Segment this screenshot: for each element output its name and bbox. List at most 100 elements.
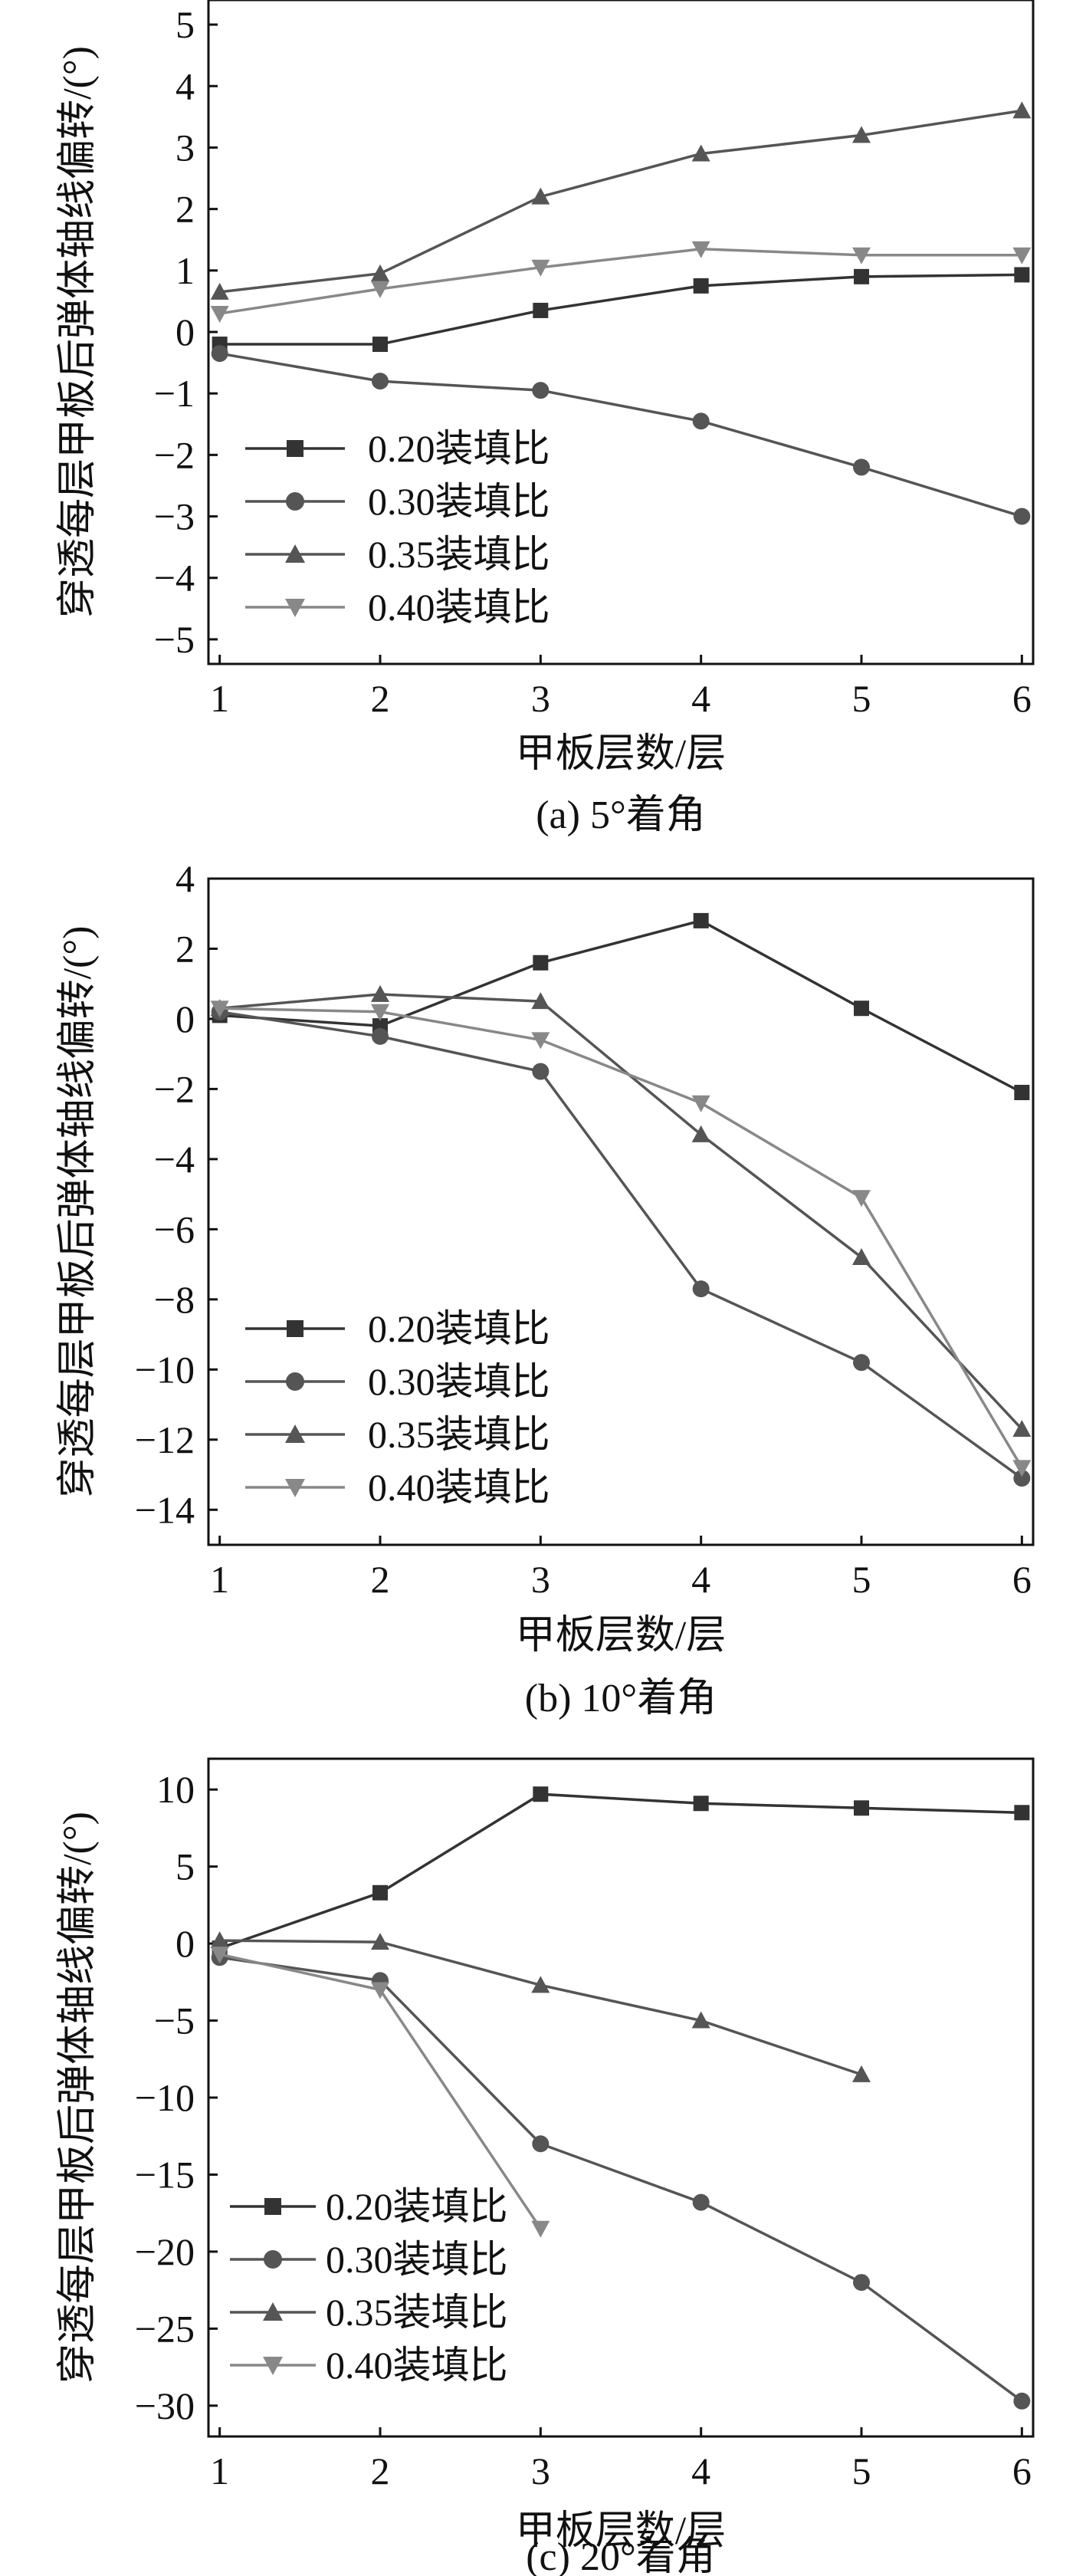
data-point <box>854 268 870 284</box>
x-tick-label: 1 <box>210 1558 229 1601</box>
data-point <box>210 1931 229 1949</box>
panel-caption: (a) 5°着角 <box>536 794 706 837</box>
chart-panel-1: −5 −4 −3 −2 −1 0 1 2 3 4 5 1 2 3 4 5 6 甲板层数/层 穿透每层甲板后弹体轴线偏… <box>56 0 1035 837</box>
series-line <box>219 1007 1023 1469</box>
series-circle <box>211 1003 1031 1487</box>
y-tick-label: 0 <box>176 997 195 1040</box>
plot-frame <box>207 0 1035 665</box>
data-point <box>533 955 549 971</box>
y-tick-label: 4 <box>176 64 195 107</box>
legend-entry: 0.35装填比 <box>245 533 550 576</box>
y-axis-title: 穿透每层甲板后弹体轴线偏转/(°) <box>56 46 100 618</box>
x-tick-label: 6 <box>1012 677 1032 720</box>
data-point <box>371 1027 389 1045</box>
series-line <box>219 919 1023 1094</box>
series-circle <box>211 1949 1031 2410</box>
x-tick-label: 3 <box>531 2450 550 2492</box>
data-point <box>692 1280 710 1298</box>
data-point <box>531 187 550 205</box>
legend-label: 0.20装填比 <box>368 1307 550 1350</box>
data-point <box>852 1247 871 1265</box>
y-tick-label: 2 <box>176 927 195 970</box>
y-tick-label: −10 <box>135 1348 195 1391</box>
legend-entry: 0.35装填比 <box>245 1413 550 1456</box>
data-point <box>692 412 710 430</box>
y-tick-label: −2 <box>154 1067 195 1110</box>
legend-entry: 0.35装填比 <box>230 2291 508 2334</box>
data-point <box>370 984 389 1002</box>
data-point <box>1014 267 1030 283</box>
x-tick-label: 2 <box>370 1558 389 1601</box>
legend-label: 0.30装填比 <box>368 1360 550 1403</box>
legend-marker <box>286 492 304 511</box>
x-tick-label: 2 <box>370 2450 389 2492</box>
legend-marker <box>263 2357 283 2375</box>
series-line <box>219 1956 1023 2403</box>
data-point <box>691 1095 710 1112</box>
data-point <box>533 1786 549 1802</box>
data-point <box>852 126 871 143</box>
x-tick-label: 6 <box>1012 2450 1032 2492</box>
data-point <box>210 1001 229 1018</box>
panel-caption: (b) 10°着角 <box>525 1677 717 1720</box>
series-square <box>212 267 1030 353</box>
legend-entry: 0.40装填比 <box>245 586 550 629</box>
x-tick-label: 1 <box>210 677 229 720</box>
y-tick-label: −6 <box>154 1208 195 1250</box>
chart-panel-2: −14 −12 −10 −8 −6 −4 −2 0 2 4 1 2 3 4 5 6 甲板层数/层 穿透每层甲板后弹… <box>56 857 1035 1720</box>
data-point <box>693 912 709 928</box>
legend-marker <box>285 1424 305 1443</box>
legend-entry: 0.20装填比 <box>245 427 550 470</box>
y-tick-label: 0 <box>176 310 195 353</box>
y-tick-label: −4 <box>154 1138 195 1181</box>
data-point <box>691 144 710 162</box>
data-point <box>852 1190 871 1208</box>
data-point <box>1012 101 1032 119</box>
data-point <box>1013 2392 1031 2410</box>
data-point <box>531 259 550 277</box>
series-triangle-up <box>210 101 1032 300</box>
y-tick-label: 0 <box>176 1922 195 1965</box>
data-point <box>693 1796 709 1812</box>
data-point <box>854 1800 870 1816</box>
x-tick-label: 5 <box>852 677 871 720</box>
legend-entry: 0.20装填比 <box>230 2185 508 2228</box>
data-point <box>211 345 228 363</box>
legend-label: 0.35装填比 <box>368 533 550 576</box>
y-tick-label: 5 <box>176 1845 195 1888</box>
x-tick-label: 1 <box>210 2450 229 2492</box>
chart-panel-3: −30 −25 −20 −15 −10 −5 0 5 10 1 2 3 4 5 6 甲板层数/层 穿透每层甲板后… <box>56 1757 1035 2576</box>
legend-label: 0.20装填比 <box>368 427 550 470</box>
y-tick-label: −25 <box>135 2307 195 2350</box>
y-tick-label: −1 <box>154 372 195 415</box>
legend-marker <box>286 1372 304 1391</box>
legend-label: 0.40装填比 <box>368 1466 550 1509</box>
data-point <box>370 1982 389 1999</box>
x-tick-label: 6 <box>1012 1558 1032 1601</box>
data-point <box>853 458 871 476</box>
x-tick-label: 5 <box>852 1558 871 1601</box>
series-line <box>219 352 1022 518</box>
data-point <box>372 1884 388 1901</box>
data-point <box>853 1354 871 1372</box>
y-tick-label: 2 <box>176 188 195 231</box>
data-point <box>854 1001 870 1017</box>
data-point <box>370 264 389 281</box>
series-line <box>219 247 1022 315</box>
x-tick-label: 4 <box>691 677 710 720</box>
legend-label: 0.30装填比 <box>368 480 550 523</box>
data-point <box>531 2220 550 2238</box>
data-point <box>692 2193 710 2211</box>
y-tick-label: −15 <box>135 2153 195 2196</box>
x-tick-label: 4 <box>691 2450 710 2492</box>
y-tick-label: −4 <box>154 557 195 600</box>
y-tick-label: −20 <box>135 2230 195 2273</box>
y-tick-label: 1 <box>176 249 195 292</box>
y-tick-label: −30 <box>135 2384 195 2427</box>
data-point <box>852 2065 871 2082</box>
legend-label: 0.35装填比 <box>326 2291 508 2334</box>
data-point <box>691 1125 710 1142</box>
series-line <box>219 1939 862 2076</box>
legend-marker <box>285 1479 305 1497</box>
data-point <box>372 337 388 353</box>
